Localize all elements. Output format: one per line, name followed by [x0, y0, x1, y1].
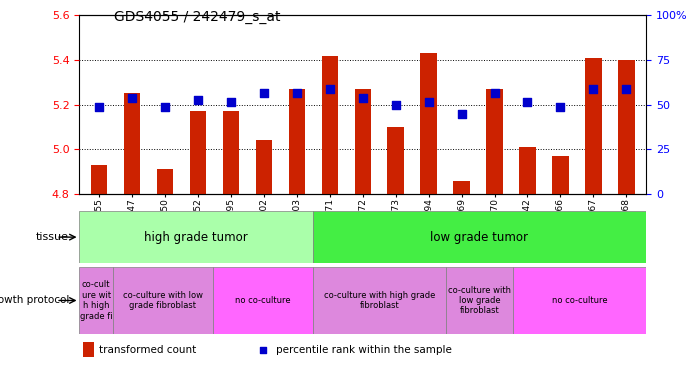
Text: no co-culture: no co-culture [235, 296, 291, 305]
Bar [486, 89, 503, 194]
Point [390, 101, 401, 108]
Bar [190, 111, 207, 194]
Bar [453, 180, 470, 194]
Bar [124, 93, 140, 194]
Text: tissue: tissue [36, 232, 69, 242]
Text: co-culture with
low grade
fibroblast: co-culture with low grade fibroblast [448, 286, 511, 315]
Text: no co-culture: no co-culture [551, 296, 607, 305]
Text: low grade tumor: low grade tumor [430, 231, 529, 243]
Text: high grade tumor: high grade tumor [144, 231, 248, 243]
Text: co-culture with high grade
fibroblast: co-culture with high grade fibroblast [324, 291, 435, 310]
Point [522, 99, 533, 106]
Point [292, 90, 303, 96]
Point [258, 90, 269, 96]
Bar [313, 267, 446, 334]
Point [555, 104, 566, 110]
Text: GDS4055 / 242479_s_at: GDS4055 / 242479_s_at [114, 10, 281, 23]
Text: transformed count: transformed count [100, 345, 197, 355]
Bar [113, 267, 213, 334]
Point [225, 99, 236, 106]
Bar [79, 211, 313, 263]
Point [257, 347, 268, 353]
Point [324, 86, 335, 92]
Bar [91, 165, 108, 194]
Bar [446, 267, 513, 334]
Text: co-cult
ure wit
h high
grade fi: co-cult ure wit h high grade fi [80, 280, 113, 321]
Point [489, 90, 500, 96]
Bar [79, 267, 113, 334]
Point [456, 111, 467, 117]
Point [94, 104, 105, 110]
Bar [552, 156, 569, 194]
Bar [513, 267, 646, 334]
Point [423, 99, 434, 106]
Bar [388, 127, 404, 194]
Bar [321, 56, 338, 194]
Bar [213, 267, 313, 334]
Bar [420, 53, 437, 194]
Text: percentile rank within the sample: percentile rank within the sample [276, 345, 452, 355]
Point [621, 86, 632, 92]
Bar [223, 111, 239, 194]
Bar [289, 89, 305, 194]
Point [126, 95, 138, 101]
Bar [157, 169, 173, 194]
Bar [618, 60, 634, 194]
Bar [256, 141, 272, 194]
Bar [519, 147, 536, 194]
Point [193, 97, 204, 103]
Bar [354, 89, 371, 194]
Point [588, 86, 599, 92]
Text: growth protocol: growth protocol [0, 295, 69, 306]
Bar [585, 58, 602, 194]
Point [160, 104, 171, 110]
Bar [313, 211, 646, 263]
Bar [83, 342, 95, 357]
Point [357, 95, 368, 101]
Text: co-culture with low
grade fibroblast: co-culture with low grade fibroblast [123, 291, 202, 310]
